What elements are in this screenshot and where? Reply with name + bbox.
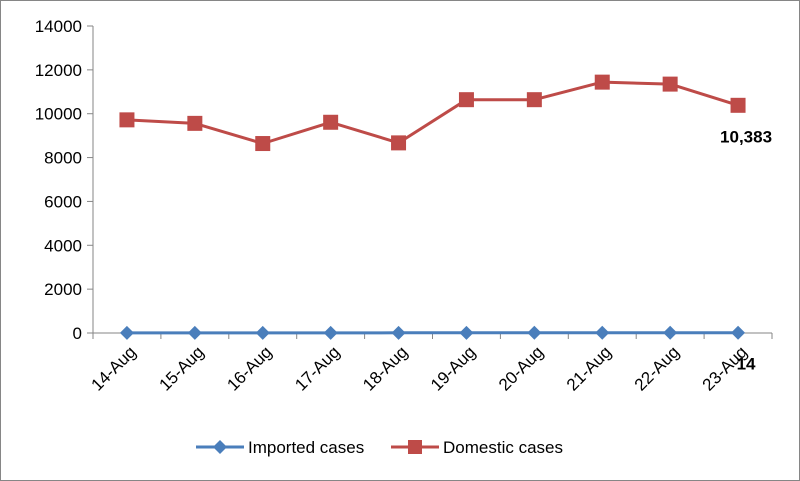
y-tick-label: 12000: [35, 61, 82, 80]
data-point: [255, 136, 271, 152]
x-tick-label: 20-Aug: [495, 342, 547, 394]
data-point: [187, 115, 203, 131]
x-tick-label: 19-Aug: [427, 342, 479, 394]
y-tick-label: 10000: [35, 105, 82, 124]
y-axis: 0 2000 4000 6000 8000 10000 12000 14000: [35, 17, 94, 343]
data-point: [663, 325, 678, 340]
data-label: 14: [737, 355, 756, 374]
x-axis: 14-Aug 15-Aug 16-Aug 17-Aug 18-Aug 19-Aug 20-A…: [88, 332, 773, 395]
x-tick-label: 15-Aug: [155, 342, 207, 394]
data-point: [731, 325, 746, 340]
data-point: [255, 325, 270, 340]
legend-marker: [408, 440, 422, 454]
x-tick-label: 22-Aug: [631, 342, 683, 394]
x-tick-label: 17-Aug: [291, 342, 343, 394]
legend-label: Domestic cases: [443, 438, 563, 457]
data-labels: 10,383 14: [720, 127, 772, 373]
legend-item-imported-cases: Imported cases: [196, 438, 364, 457]
x-tick-label: 18-Aug: [359, 342, 411, 394]
data-point: [391, 135, 407, 151]
data-point: [662, 76, 678, 92]
y-tick-label: 6000: [44, 192, 82, 211]
data-point: [594, 74, 610, 90]
data-point: [458, 92, 474, 108]
data-point: [323, 114, 339, 130]
x-tick-label: 16-Aug: [223, 342, 275, 394]
x-tick-label: 21-Aug: [563, 342, 615, 394]
series-domestic-cases: [119, 74, 746, 152]
legend-marker: [213, 440, 227, 454]
legend: Imported cases Domestic cases: [196, 438, 563, 457]
y-tick-label: 8000: [44, 149, 82, 168]
series-line: [126, 80, 739, 145]
legend-item-domestic-cases: Domestic cases: [391, 438, 563, 457]
y-tick-label: 4000: [44, 236, 82, 255]
y-tick-label: 2000: [44, 280, 82, 299]
data-point: [187, 325, 202, 340]
y-tick-label: 0: [73, 324, 82, 343]
x-tick-label: 14-Aug: [88, 342, 140, 394]
data-point: [391, 325, 406, 340]
legend-label: Imported cases: [248, 438, 364, 457]
series-layer: [119, 74, 746, 340]
data-point: [730, 97, 746, 113]
data-point: [119, 112, 135, 128]
data-point: [527, 325, 542, 340]
data-point: [459, 325, 474, 340]
data-point: [595, 325, 610, 340]
data-label: 10,383: [720, 127, 772, 146]
data-point: [323, 325, 338, 340]
data-point: [119, 325, 134, 340]
y-tick-label: 14000: [35, 17, 82, 36]
data-point: [526, 92, 542, 108]
series-imported-cases: [119, 325, 746, 340]
